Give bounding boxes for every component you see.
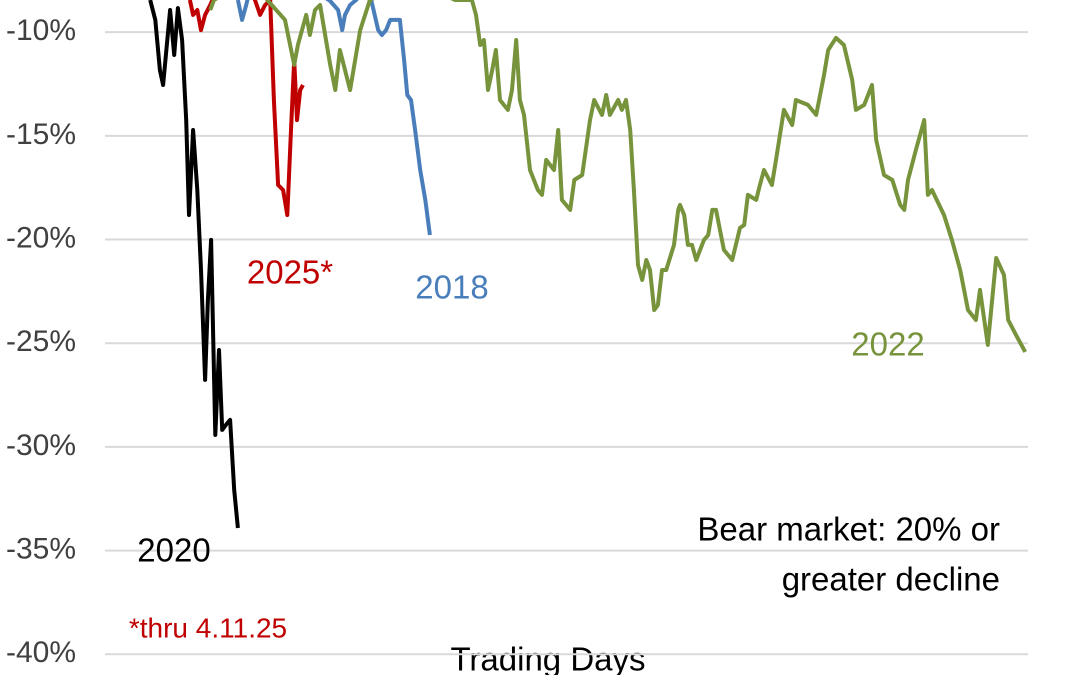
- series-line: [208, 0, 1027, 353]
- annotation: greater decline: [782, 561, 1000, 598]
- series-line: [148, 0, 240, 529]
- x-axis-label: Trading Days: [450, 641, 645, 675]
- plot-area: [148, 0, 1027, 529]
- series-line: [235, 0, 432, 236]
- y-tick-label: -40%: [6, 636, 76, 669]
- series-label: 2018: [415, 269, 488, 306]
- y-tick-label: -20%: [6, 221, 76, 254]
- series-label: 2022: [851, 326, 924, 363]
- series-label: 2020: [137, 532, 210, 569]
- y-tick-label: -10%: [6, 14, 76, 47]
- series-label: 2025*: [247, 254, 333, 291]
- annotation: *thru 4.11.25: [129, 612, 287, 643]
- y-tick-label: -25%: [6, 325, 76, 358]
- y-tick-label: -30%: [6, 429, 76, 462]
- y-tick-label: -35%: [6, 532, 76, 565]
- y-tick-label: -15%: [6, 118, 76, 151]
- annotation: Bear market: 20% or: [697, 511, 1000, 548]
